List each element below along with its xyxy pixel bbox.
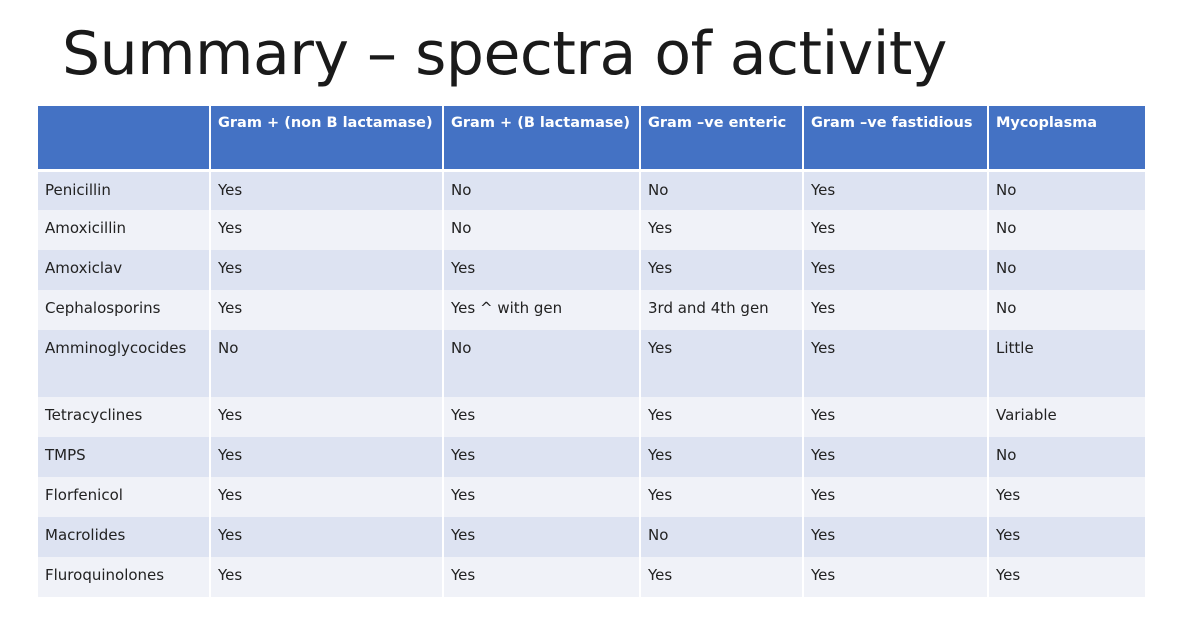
spectra-table: Gram + (non B lactamase) Gram + (B lacta… (38, 106, 1145, 597)
header-gram-neg-enteric: Gram –ve enteric (639, 106, 803, 172)
table-cell: Yes (802, 517, 988, 557)
table-row: Tetracyclines Yes Yes Yes Yes Variable (38, 397, 1145, 437)
table-cell: No (442, 330, 640, 397)
table-cell: Variable (987, 397, 1145, 437)
header-gram-pos-non-b-lactamase: Gram + (non B lactamase) (209, 106, 443, 172)
table-row: TMPS Yes Yes Yes Yes No (38, 437, 1145, 477)
table-cell: Yes (639, 477, 803, 517)
table-row: Penicillin Yes No No Yes No (38, 170, 1145, 210)
table-cell: Yes (209, 250, 443, 290)
table-cell: Yes (442, 250, 640, 290)
table-cell: Yes (442, 557, 640, 597)
table-cell: No (987, 290, 1145, 330)
table-row: Fluroquinolones Yes Yes Yes Yes Yes (38, 557, 1145, 597)
drug-name: Florfenicol (38, 477, 210, 517)
table-cell: Yes (639, 437, 803, 477)
table-cell: No (442, 210, 640, 250)
table-cell: Yes (209, 210, 443, 250)
table-cell: Yes (209, 290, 443, 330)
header-mycoplasma: Mycoplasma (987, 106, 1145, 172)
table-cell: Yes (209, 517, 443, 557)
table-cell: Yes (802, 170, 988, 210)
header-gram-pos-b-lactamase: Gram + (B lactamase) (442, 106, 640, 172)
table-cell: Yes (209, 557, 443, 597)
table-cell: Yes (987, 557, 1145, 597)
table-cell: No (209, 330, 443, 397)
table-cell: Yes (442, 477, 640, 517)
table-row: Florfenicol Yes Yes Yes Yes Yes (38, 477, 1145, 517)
table-cell: No (639, 517, 803, 557)
header-row: Gram + (non B lactamase) Gram + (B lacta… (38, 106, 1145, 172)
drug-name: Amoxiclav (38, 250, 210, 290)
drug-name: Cephalosporins (38, 290, 210, 330)
table-cell: Yes (442, 437, 640, 477)
header-cell-blank (38, 106, 210, 172)
table-cell: No (987, 250, 1145, 290)
table-cell: Yes (442, 517, 640, 557)
drug-name: Fluroquinolones (38, 557, 210, 597)
header-gram-neg-fastidious: Gram –ve fastidious (802, 106, 988, 172)
drug-name: TMPS (38, 437, 210, 477)
table-cell: Yes (209, 477, 443, 517)
table-row: Amoxiclav Yes Yes Yes Yes No (38, 250, 1145, 290)
table-cell: Little (987, 330, 1145, 397)
drug-name: Macrolides (38, 517, 210, 557)
table-cell: Yes (987, 477, 1145, 517)
table-cell: Yes (209, 437, 443, 477)
table-cell: Yes (639, 557, 803, 597)
table-row: Amminoglycocides No No Yes Yes Little (38, 330, 1145, 397)
table-cell: Yes (209, 397, 443, 437)
table-cell: Yes ^ with gen (442, 290, 640, 330)
table-cell: No (639, 170, 803, 210)
table-cell: No (987, 437, 1145, 477)
table-cell: Yes (802, 397, 988, 437)
drug-name: Amoxicillin (38, 210, 210, 250)
table-cell: Yes (802, 557, 988, 597)
table-cell: Yes (639, 330, 803, 397)
table-cell: Yes (209, 170, 443, 210)
table-row: Amoxicillin Yes No Yes Yes No (38, 210, 1145, 250)
table-cell: 3rd and 4th gen (639, 290, 803, 330)
table-cell: Yes (442, 397, 640, 437)
table-row: Macrolides Yes Yes No Yes Yes (38, 517, 1145, 557)
table-cell: Yes (802, 477, 988, 517)
table-cell: Yes (802, 250, 988, 290)
table-cell: Yes (802, 330, 988, 397)
drug-name: Penicillin (38, 170, 210, 210)
table-row: Cephalosporins Yes Yes ^ with gen 3rd an… (38, 290, 1145, 330)
drug-name: Amminoglycocides (38, 330, 210, 397)
table-cell: Yes (802, 210, 988, 250)
table-cell: Yes (802, 437, 988, 477)
table-cell: No (987, 210, 1145, 250)
slide-title: Summary – spectra of activity (62, 19, 947, 89)
table-cell: Yes (639, 250, 803, 290)
drug-name: Tetracyclines (38, 397, 210, 437)
table-cell: Yes (987, 517, 1145, 557)
table-cell: Yes (639, 397, 803, 437)
table-cell: Yes (639, 210, 803, 250)
table-cell: No (442, 170, 640, 210)
table-cell: No (987, 170, 1145, 210)
table-cell: Yes (802, 290, 988, 330)
